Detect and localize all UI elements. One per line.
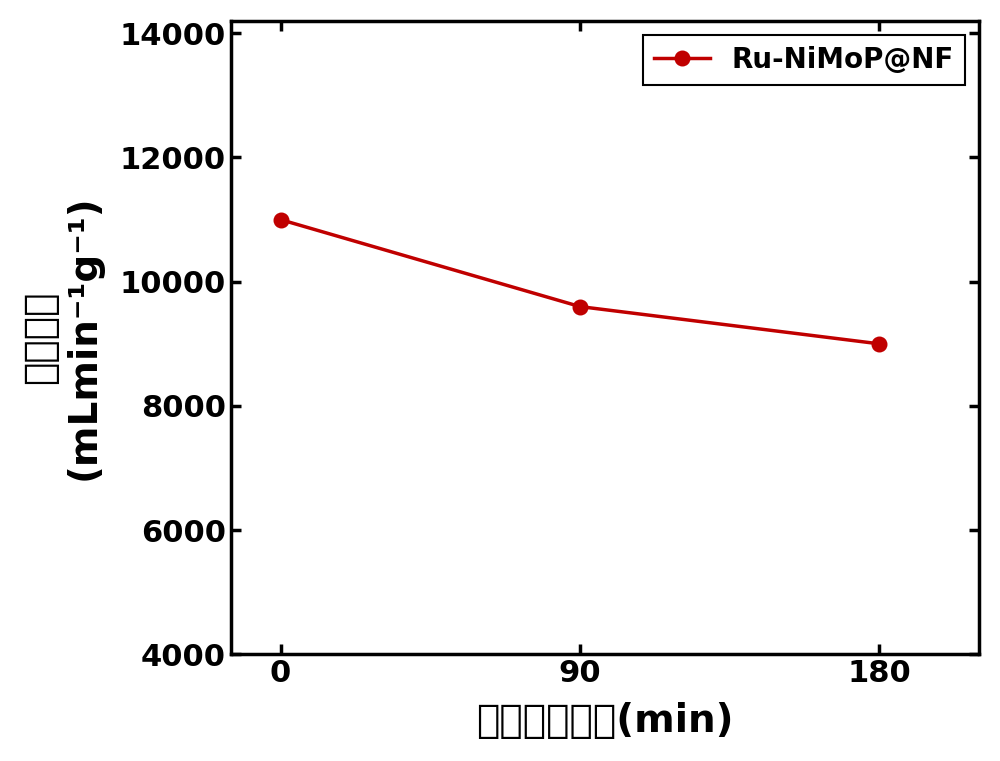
Legend: Ru-NiMoP@NF: Ru-NiMoP@NF [643,35,965,85]
Y-axis label: 产氢速率
(mLmin⁻¹g⁻¹): 产氢速率 (mLmin⁻¹g⁻¹) [21,195,103,480]
Ru-NiMoP@NF [574,302,586,311]
X-axis label: 连续催化时间(min): 连续催化时间(min) [476,702,734,740]
Ru-NiMoP@NF [275,215,287,224]
Ru-NiMoP@NF [873,339,885,349]
Line: Ru-NiMoP@NF: Ru-NiMoP@NF [274,212,886,351]
